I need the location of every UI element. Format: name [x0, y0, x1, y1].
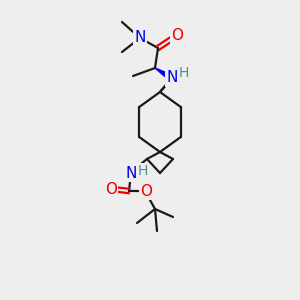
Text: N: N	[125, 166, 137, 181]
Text: O: O	[140, 184, 152, 199]
Text: O: O	[105, 182, 117, 196]
Text: N: N	[166, 70, 178, 86]
Text: H: H	[179, 66, 189, 80]
Text: H: H	[138, 164, 148, 178]
Polygon shape	[155, 68, 169, 78]
Text: O: O	[171, 28, 183, 43]
Text: N: N	[134, 31, 146, 46]
